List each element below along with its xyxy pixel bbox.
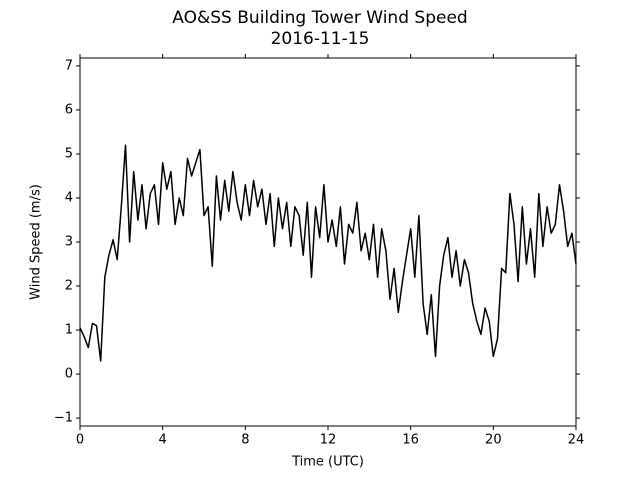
x-axis-label: Time (UTC): [291, 455, 364, 470]
y-tick-label: 1: [65, 323, 73, 338]
x-tick-label: 0: [76, 433, 84, 448]
y-tick-label: 0: [65, 367, 73, 382]
y-tick-label: 7: [65, 58, 73, 73]
y-tick-label: 5: [65, 146, 73, 161]
y-tick-label: 6: [65, 102, 73, 117]
y-tick-label: 2: [65, 279, 73, 294]
y-axis-label: Wind Speed (m/s): [29, 184, 44, 300]
x-tick-label: 4: [159, 433, 167, 448]
plot-frame: [79, 57, 577, 427]
x-tick-label: 16: [402, 433, 419, 448]
x-tick-label: 24: [568, 433, 585, 448]
x-tick-label: 8: [241, 433, 249, 448]
data-line: [79, 144, 577, 362]
y-tick-label: 4: [65, 190, 73, 205]
y-tick-label: −1: [54, 411, 73, 426]
chart-title: AO&SS Building Tower Wind Speed: [172, 8, 467, 28]
chart-subtitle: 2016-11-15: [271, 29, 370, 49]
x-tick-label: 20: [485, 433, 502, 448]
x-tick-label: 12: [320, 433, 337, 448]
y-tick-label: 3: [65, 235, 73, 250]
